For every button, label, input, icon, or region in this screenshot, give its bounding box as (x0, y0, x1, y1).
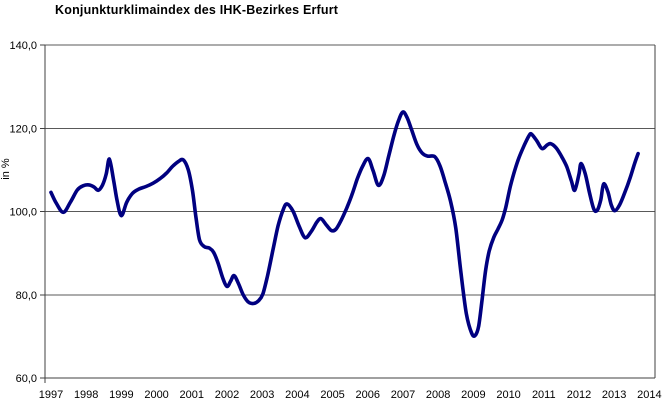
x-axis-tick-label: 2005 (320, 389, 344, 401)
x-axis-tick-label: 2001 (180, 389, 204, 401)
x-axis-tick-label: 2007 (391, 389, 415, 401)
x-axis-tick-label: 2014 (637, 389, 661, 401)
y-axis-tick-label: 60,0 (16, 373, 37, 385)
y-axis-tick-label: 100,0 (9, 207, 37, 219)
y-axis-tick-label: 120,0 (9, 123, 37, 135)
x-axis-tick-label: 2003 (250, 389, 274, 401)
x-axis-tick-label: 2012 (567, 389, 591, 401)
x-axis-tick-label: 2004 (285, 389, 309, 401)
x-axis-tick-label: 2008 (426, 389, 450, 401)
y-axis-tick-label: 80,0 (16, 290, 37, 302)
chart-title: Konjunkturklimaindex des IHK-Bezirkes Er… (55, 3, 339, 17)
x-axis-tick-label: 2011 (532, 389, 556, 401)
data-line (49, 110, 640, 338)
x-axis-tick-label: 1998 (74, 389, 98, 401)
x-axis-tick-label: 1999 (109, 389, 133, 401)
x-axis-tick-label: 1997 (39, 389, 63, 401)
y-axis-tick-label: 140,0 (9, 40, 37, 52)
x-axis-tick-label: 2009 (461, 389, 485, 401)
x-axis-tick-label: 2000 (144, 389, 168, 401)
x-axis-tick-label: 2006 (356, 389, 380, 401)
x-axis-tick-label: 2010 (496, 389, 520, 401)
x-axis-tick-label: 2013 (602, 389, 626, 401)
x-axis-tick-label: 2002 (215, 389, 239, 401)
